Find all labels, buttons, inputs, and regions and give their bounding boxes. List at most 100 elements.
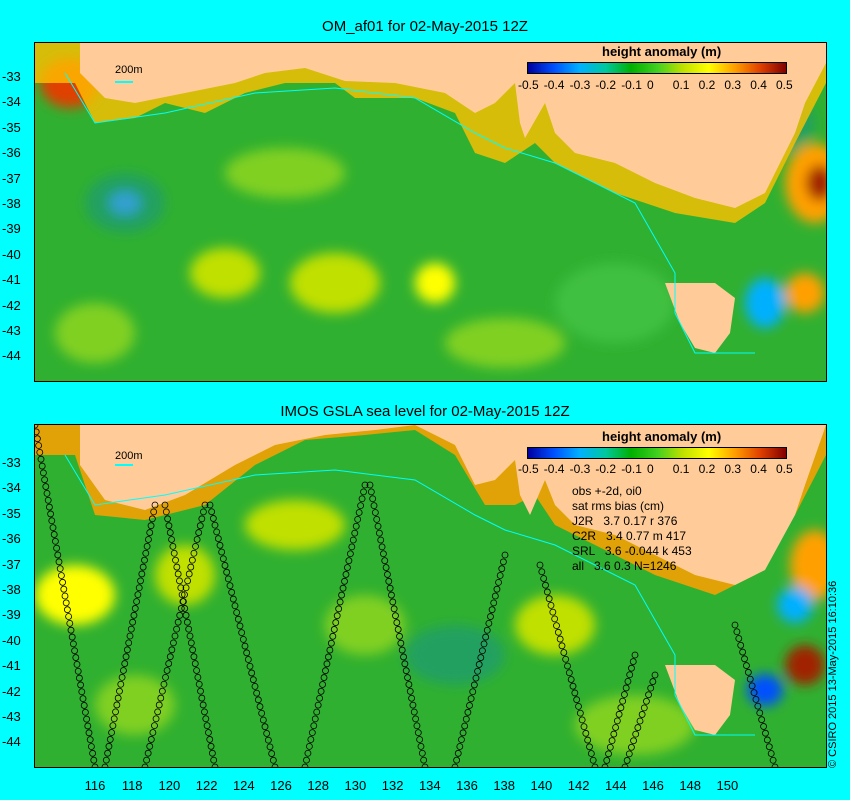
track-observation: [651, 671, 659, 679]
track-observation: [461, 722, 469, 730]
track-observation: [221, 562, 229, 569]
lat-label: -37: [2, 170, 21, 186]
track-observation: [322, 667, 329, 675]
track-observation: [586, 743, 593, 751]
track-observation: [477, 654, 485, 661]
track-observation: [152, 715, 160, 723]
track-observation: [464, 708, 472, 716]
tasmania-land: [665, 283, 735, 353]
track-observation: [71, 647, 78, 655]
track-observation: [733, 628, 741, 636]
track-observation: [271, 763, 279, 767]
200m-contour: [64, 454, 755, 736]
track-observation: [416, 736, 424, 743]
track-observation: [178, 591, 186, 599]
track-observation: [173, 625, 180, 633]
track-observation: [249, 676, 257, 684]
track-observation: [767, 750, 775, 757]
track-observation: [469, 688, 477, 696]
track-observation: [246, 662, 254, 670]
track-observation: [384, 571, 391, 578]
track-observation: [184, 577, 192, 585]
track-observation: [131, 605, 139, 612]
track-observation: [185, 625, 193, 633]
colorbar-tick-label: 0: [647, 462, 654, 476]
track-observation: [254, 696, 262, 704]
track-observation: [632, 730, 640, 738]
track-observation: [406, 687, 414, 695]
track-observation: [60, 585, 68, 593]
track-observation: [85, 729, 93, 737]
track-observation: [66, 619, 74, 627]
track-observation: [454, 749, 462, 757]
track-observation: [90, 756, 98, 764]
track-observation: [750, 689, 758, 697]
track-observation: [342, 571, 350, 578]
track-observation: [619, 697, 627, 705]
track-observation: [143, 542, 151, 550]
track-observation: [603, 757, 611, 764]
track-observation: [143, 756, 150, 764]
track-observation: [402, 667, 410, 675]
track-observation: [195, 680, 203, 688]
lon-label: 136: [456, 778, 478, 793]
top-map-svg: [35, 43, 826, 381]
track-observation: [49, 524, 57, 531]
track-observation: [765, 743, 773, 751]
track-observation: [112, 708, 119, 716]
anomaly-field: [35, 500, 826, 755]
colorbar-tick-label: -0.1: [621, 462, 642, 476]
track-observation: [122, 653, 130, 661]
track-observation: [169, 542, 177, 550]
track-observation: [769, 756, 777, 764]
track-observation: [491, 592, 499, 600]
track-observation: [341, 577, 348, 585]
track-observation: [210, 756, 218, 764]
track-observation: [613, 717, 621, 725]
track-observation: [164, 515, 172, 523]
lat-label: -41: [2, 658, 21, 674]
track-observation: [409, 701, 417, 709]
track-observation: [172, 556, 179, 564]
track-observation: [231, 602, 239, 610]
track-observation: [151, 722, 158, 730]
lat-label: -35: [2, 119, 21, 135]
track-observation: [42, 483, 50, 490]
track-observation: [608, 737, 616, 745]
track-observation: [589, 756, 597, 764]
track-observation: [183, 618, 191, 626]
track-observation: [68, 633, 76, 641]
track-observation: [369, 495, 377, 503]
track-observation: [37, 455, 45, 463]
track-observation: [243, 649, 251, 657]
track-observation: [187, 563, 195, 571]
track-observation: [192, 542, 199, 550]
track-observation: [303, 756, 310, 764]
track-observation: [160, 680, 168, 688]
track-observation: [229, 595, 237, 603]
track-observation: [564, 662, 571, 670]
stats-block: obs +-2d, oi0 sat rms bias (cm) J2R 3.7 0.…: [572, 484, 692, 574]
track-observation: [259, 716, 267, 724]
track-observation: [36, 448, 44, 456]
track-observation: [398, 646, 406, 654]
track-observation: [114, 694, 122, 702]
track-observation: [480, 640, 488, 648]
lat-label: -39: [2, 221, 21, 237]
colorbar-tick-label: 0.5: [776, 78, 793, 92]
colorbar-tick-label: -0.1: [621, 78, 642, 92]
track-observation: [165, 660, 173, 667]
track-observation: [587, 750, 595, 757]
track-observation: [421, 763, 429, 767]
track-observation: [629, 658, 637, 665]
track-observation: [746, 675, 754, 683]
track-observation: [459, 729, 467, 737]
track-observation: [591, 763, 599, 767]
lat-label: -34: [2, 94, 21, 110]
track-observation: [233, 609, 241, 616]
track-observation: [163, 667, 171, 674]
track-observation: [185, 570, 193, 578]
track-observation: [45, 503, 53, 511]
track-observation: [420, 756, 428, 764]
track-observation: [211, 763, 219, 767]
